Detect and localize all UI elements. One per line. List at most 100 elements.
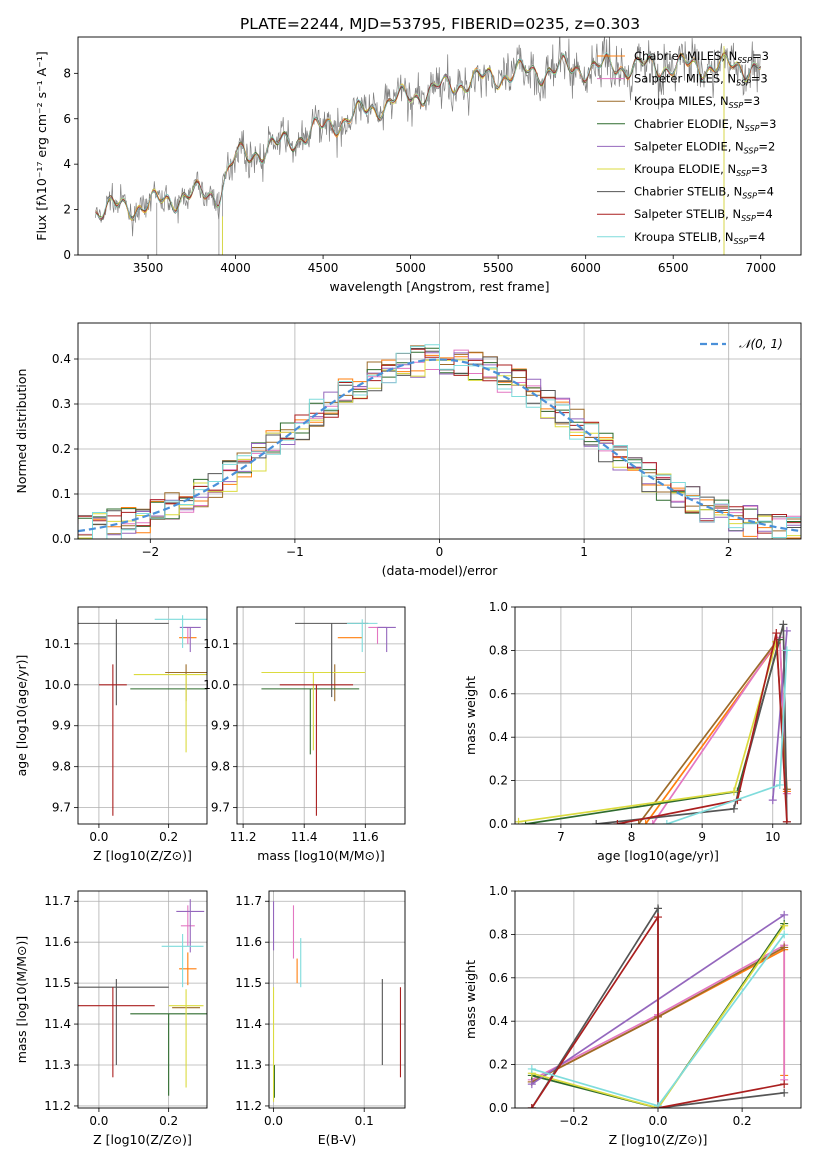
panel-mass-vs-Z: 0.0 0.2 11.2 11.3 11.4 11.5 11.6 11.7 Z [log10(Z… <box>14 890 208 1147</box>
marker-salpeter-elodie <box>768 796 777 805</box>
marker-salpeter-stelib <box>527 1104 536 1108</box>
plot-area <box>272 901 402 1102</box>
legend-entry-kroupa-miles: Kroupa MILES, NSSP=3 <box>634 94 760 110</box>
point-salpeter-elodie <box>377 626 396 653</box>
panel-spectrum: 3500 4000 4500 5000 5500 6000 6500 7000 0 2 4 6 8 wav… <box>34 36 802 294</box>
series-salpeter-miles <box>531 943 786 1081</box>
marker-salpeter-stelib <box>772 629 781 638</box>
y-tick-label: 10.1 <box>203 637 230 651</box>
x-tick-label: 6000 <box>570 261 601 275</box>
marker-kroupa-miles <box>634 820 643 824</box>
y-tick-label: 11.4 <box>44 1017 71 1031</box>
point-salpeter-elodie <box>176 899 205 953</box>
x-axis-label: Z [log10(Z/Z⊙)] <box>609 1132 708 1147</box>
marker-kroupa-elodie <box>729 787 738 796</box>
point-salpeter-miles <box>180 905 195 947</box>
x-tick-label: 11.2 <box>230 830 257 844</box>
point-kroupa-stelib <box>346 619 378 653</box>
plot-area <box>515 620 791 824</box>
y-tick-label: 0.6 <box>489 971 508 985</box>
panel-massweight-vs-Z: −0.2 0.0 0.2 0.0 0.2 0.4 0.6 0.8 1.0 Z [log10(Z/Z… <box>463 884 802 1147</box>
y-tick-label: 2 <box>63 203 71 217</box>
y-tick-label: 0.8 <box>489 927 508 941</box>
legend-entry-salpeter-elodie: Salpeter ELODIE, NSSP=2 <box>634 139 775 155</box>
x-axis-label: Z [log10(Z/Z⊙)] <box>93 1132 192 1147</box>
y-tick-label: 11.4 <box>235 1017 262 1031</box>
x-tick-label: 0.2 <box>159 830 178 844</box>
y-tick-label: 11.5 <box>44 976 71 990</box>
x-tick-label: 2 <box>725 545 733 559</box>
point-kroupa-stelib <box>154 615 207 648</box>
y-tick-label: 9.8 <box>211 760 230 774</box>
y-tick-label: 0.2 <box>52 442 71 456</box>
point-kroupa-elodie <box>168 989 204 1088</box>
y-tick-label: 0.2 <box>489 1058 508 1072</box>
plot-area <box>261 619 396 816</box>
marker-kroupa-stelib <box>662 820 671 824</box>
point-salpeter-elodie <box>179 626 201 653</box>
series-chabrier-elodie <box>525 639 781 824</box>
axes-frame <box>77 322 802 540</box>
marker-kroupa-stelib <box>775 780 784 789</box>
x-tick-label: −0.2 <box>559 1114 588 1128</box>
legend-entry-chabrier-miles: Chabrier MILES, NSSP=3 <box>634 49 769 65</box>
y-axis-label: age [log10(age/yr)] <box>14 655 29 777</box>
marker-salpeter-elodie <box>527 1080 536 1089</box>
marker-kroupa-stelib <box>780 930 789 939</box>
spectrum-model-salpeter-stelib <box>95 52 761 220</box>
y-tick-label: 11.7 <box>235 894 262 908</box>
y-tick-label: 0.0 <box>489 1101 508 1115</box>
x-axis-label: (data-model)/error <box>382 563 499 578</box>
legend-entry-salpeter-miles: Salpeter MILES, NSSP=3 <box>634 72 768 88</box>
marker-chabrier-stelib <box>654 904 662 913</box>
point-chabrier-elodie <box>130 1013 207 1096</box>
normal-curve <box>78 358 801 533</box>
x-axis-label: E(B-V) <box>318 1132 357 1147</box>
marker-salpeter-stelib <box>613 820 622 824</box>
x-tick-label: 0 <box>436 545 444 559</box>
axes-frame <box>514 890 802 1109</box>
marker-salpeter-miles <box>648 820 657 824</box>
y-tick-label: 9.8 <box>52 760 71 774</box>
y-axis-label: mass weight <box>463 676 478 755</box>
x-tick-label: 0.1 <box>355 1114 374 1128</box>
marker-salpeter-elodie <box>780 910 789 919</box>
point-kroupa-stelib <box>161 933 204 988</box>
y-tick-label: 11.2 <box>235 1099 262 1113</box>
y-tick-label: 0.3 <box>52 397 71 411</box>
y-tick-label: 9.7 <box>52 801 71 815</box>
figure-title: PLATE=2244, MJD=53795, FIBERID=0235, z=0… <box>240 15 640 33</box>
y-tick-label: 0 <box>63 248 71 262</box>
marker-salpeter-stelib <box>654 913 662 922</box>
legend-entry-salpeter-stelib: Salpeter STELIB, NSSP=4 <box>634 207 773 223</box>
legend-entry-kroupa-elodie: Kroupa ELODIE, NSSP=3 <box>634 162 768 178</box>
axes-frame <box>77 890 208 1109</box>
series-salpeter-miles <box>651 634 788 824</box>
axes-frame <box>236 606 406 825</box>
panel-residuals: −2 −1 0 1 2 0.0 0.1 0.2 0.3 0.4 (data-model)/error… <box>14 322 802 578</box>
point-chabrier-stelib <box>78 979 169 1066</box>
panel-age-vs-Z: 0.0 0.2 9.7 9.8 9.9 10.0 10.1 Z [log10(Z/Z⊙)] ag… <box>14 606 208 863</box>
legend-entry-normal: 𝒩(0, 1) <box>739 337 783 351</box>
marker-salpeter-stelib <box>782 817 791 824</box>
y-tick-label: 11.7 <box>44 894 71 908</box>
point-salpeter-stelib <box>279 684 354 816</box>
x-tick-label: 11.6 <box>352 830 379 844</box>
x-tick-label: 4000 <box>220 261 251 275</box>
y-tick-label: 9.9 <box>211 719 230 733</box>
y-tick-label: 0.1 <box>52 487 71 501</box>
axes-frame <box>77 36 802 256</box>
y-tick-label: 9.7 <box>211 801 230 815</box>
marker-kroupa-stelib <box>782 646 791 655</box>
point-salpeter-miles <box>368 626 387 644</box>
point-chabrier-stelib <box>295 622 369 698</box>
x-tick-label: 7 <box>557 830 565 844</box>
point-chabrier-stelib <box>78 619 169 706</box>
marker-chabrier-stelib <box>780 1088 789 1097</box>
y-axis-label: mass weight <box>463 960 478 1039</box>
y-tick-label: 11.6 <box>44 935 71 949</box>
series-kroupa-elodie <box>531 925 785 1108</box>
y-tick-label: 4 <box>63 157 71 171</box>
y-tick-label: 11.3 <box>235 1058 262 1072</box>
